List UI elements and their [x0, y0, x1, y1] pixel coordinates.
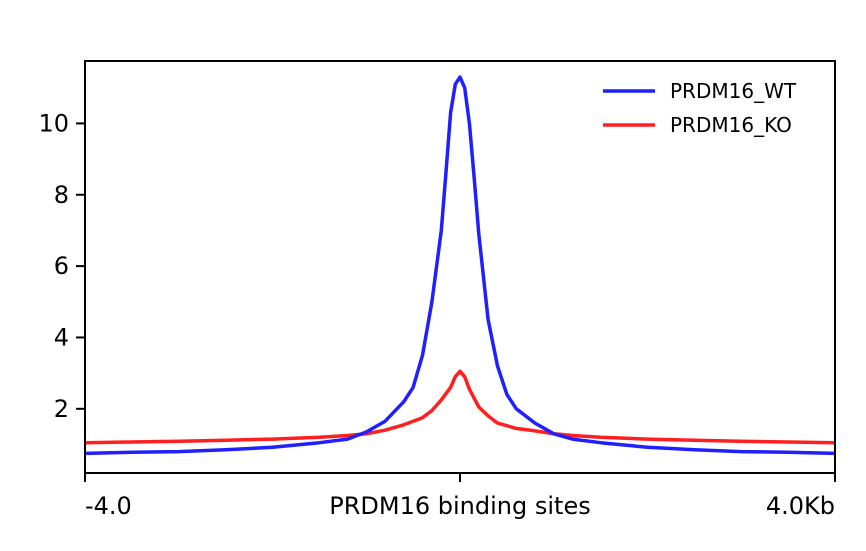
y-tick-label: 2	[54, 395, 69, 423]
legend-label-wt: PRDM16_WT	[670, 79, 797, 103]
series-layer	[84, 75, 836, 456]
series-line-prdm16-ko	[84, 369, 836, 445]
x-tick-label-center: PRDM16 binding sites	[329, 492, 590, 520]
y-axis: 2 4 6 8 10	[38, 109, 85, 423]
y-tick-label: 6	[54, 252, 69, 280]
x-tick-label-left: -4.0	[85, 492, 132, 520]
y-tick-label: 8	[54, 181, 69, 209]
y-tick-label: 10	[38, 109, 69, 137]
x-axis: -4.0 PRDM16 binding sites 4.0Kb	[84, 473, 836, 520]
x-tick-label-right: 4.0Kb	[766, 492, 835, 520]
legend: PRDM16_WT PRDM16_KO	[603, 79, 797, 137]
series-line-prdm16-wt	[84, 75, 836, 456]
y-tick-label: 4	[54, 323, 69, 351]
legend-label-ko: PRDM16_KO	[670, 113, 792, 137]
